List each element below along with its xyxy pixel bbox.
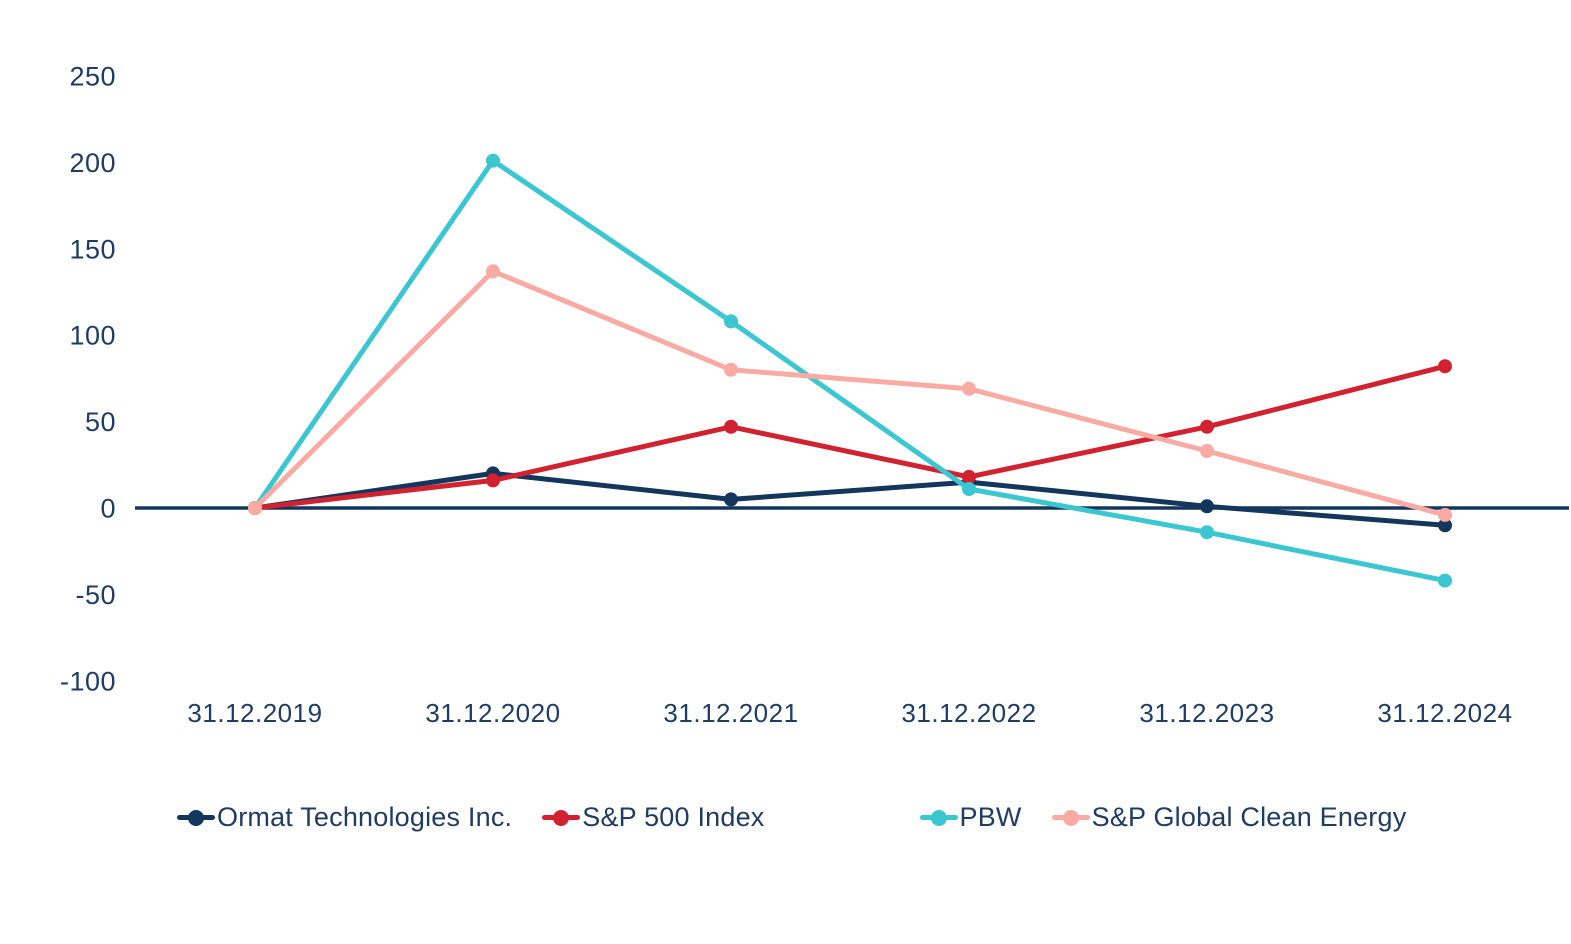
chart-legend: Ormat Technologies Inc. S&P 500 Index PB…: [0, 802, 1571, 833]
data-point-pbw: [724, 314, 738, 329]
x-tick-label: 31.12.2019: [187, 698, 322, 728]
x-tick-label: 31.12.2021: [663, 698, 798, 728]
x-tick-label: 31.12.2020: [425, 698, 560, 728]
series-line-s-p-global-clean-energy: [252, 268, 1448, 518]
series-line-ormat-technologies-inc: [252, 470, 1448, 528]
legend-dot-icon: [930, 809, 947, 826]
data-point-s-p-global-clean-energy: [1438, 507, 1452, 522]
y-tick-label: 250: [69, 61, 116, 91]
x-tick-label: 31.12.2024: [1377, 698, 1512, 728]
series-line-pbw: [252, 158, 1448, 584]
y-tick-label: 50: [85, 407, 116, 437]
y-tick-label: -100: [60, 666, 116, 696]
data-point-ormat-technologies-inc: [1438, 518, 1452, 533]
series-line-s-p-500-index: [252, 363, 1448, 511]
y-tick-label: 150: [69, 234, 116, 264]
legend-item-ormat-technologies: Ormat Technologies Inc.: [177, 802, 512, 833]
line-chart-canvas: 250 200 150 100 50 0 -50 -100 31.12.2019 31.12.20…: [60, 61, 1569, 728]
y-tick-label: 0: [100, 493, 116, 523]
data-point-pbw: [962, 482, 976, 496]
data-point-s-p-global-clean-energy: [1200, 444, 1214, 458]
legend-line-dot-icon: [1051, 809, 1090, 826]
legend-item-pbw: PBW: [919, 802, 1022, 833]
legend-dot-icon: [188, 809, 204, 826]
y-tick-label: 100: [69, 321, 116, 351]
legend-dot-icon: [553, 809, 570, 826]
data-point-pbw: [1200, 525, 1214, 540]
data-point-pbw: [486, 153, 500, 168]
legend-dot-icon: [1062, 809, 1079, 826]
y-tick-label: 200: [69, 148, 116, 178]
data-point-ormat-technologies-inc: [1200, 499, 1214, 514]
legend-label: S&P Global Clean Energy: [1091, 802, 1407, 832]
data-point-s-p-500-index: [724, 419, 738, 434]
legend-line-dot-icon: [177, 809, 215, 826]
data-point-s-p-global-clean-energy: [724, 362, 738, 377]
data-point-s-p-500-index: [1438, 359, 1452, 374]
data-point-ormat-technologies-inc: [724, 492, 738, 507]
data-point-s-p-500-index: [962, 469, 976, 484]
legend-label: S&P 500 Index: [582, 802, 765, 832]
data-point-s-p-500-index: [1200, 419, 1214, 434]
legend-line-dot-icon: [919, 809, 958, 826]
data-point-s-p-global-clean-energy: [248, 501, 262, 515]
legend-line-dot-icon: [542, 809, 581, 826]
data-point-s-p-global-clean-energy: [486, 264, 500, 279]
x-tick-label: 31.12.2023: [1139, 698, 1274, 728]
data-point-s-p-500-index: [486, 473, 500, 488]
y-tick-label: -50: [75, 580, 116, 610]
data-point-pbw: [1438, 573, 1452, 588]
legend-label: Ormat Technologies Inc.: [217, 802, 513, 832]
x-tick-label: 31.12.2022: [901, 698, 1036, 728]
legend-item-sp-global-clean-energy: S&P Global Clean Energy: [1051, 802, 1407, 833]
data-point-s-p-global-clean-energy: [962, 381, 976, 396]
legend-label: PBW: [959, 802, 1022, 832]
legend-item-sp500-index: S&P 500 Index: [542, 802, 764, 833]
